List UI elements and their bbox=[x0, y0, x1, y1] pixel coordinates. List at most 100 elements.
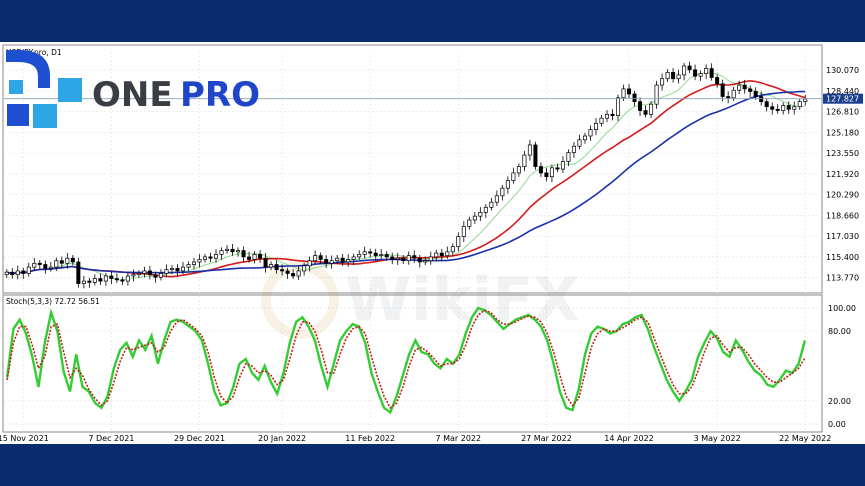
candle-body bbox=[21, 270, 26, 274]
candle-body bbox=[461, 226, 466, 237]
candle-body bbox=[764, 101, 769, 108]
moving-average-line bbox=[6, 90, 806, 275]
chart-area: WikiFX 127.827 130.070 128.440 126.810 125.… bbox=[0, 42, 865, 444]
x-tick-label: 7 Mar 2022 bbox=[435, 434, 481, 443]
candle-body bbox=[357, 254, 362, 258]
logo-text-one: ONE bbox=[92, 75, 173, 115]
candle-body bbox=[500, 187, 505, 197]
candle-body bbox=[208, 256, 213, 259]
top-border-bar bbox=[0, 0, 865, 42]
candle-body bbox=[742, 84, 747, 90]
candle-body bbox=[770, 106, 775, 110]
candle-body bbox=[538, 166, 543, 174]
candle-body bbox=[527, 144, 532, 156]
candle-body bbox=[153, 274, 158, 278]
candle-body bbox=[335, 257, 340, 262]
candle-body bbox=[54, 260, 59, 268]
candle-body bbox=[65, 257, 70, 264]
logo-text-pro: PRO bbox=[180, 75, 260, 115]
candle-body bbox=[505, 180, 510, 189]
candle-body bbox=[92, 278, 97, 283]
candle-body bbox=[32, 262, 37, 268]
candle-body bbox=[786, 105, 791, 110]
candle-body bbox=[191, 261, 196, 265]
candle-body bbox=[180, 266, 185, 272]
candle-body bbox=[26, 266, 31, 274]
candle-body bbox=[186, 264, 191, 268]
candle-body bbox=[15, 270, 20, 276]
onepro-logo: ONE PRO bbox=[6, 50, 260, 128]
candle-body bbox=[252, 254, 257, 260]
candle-body bbox=[792, 106, 797, 110]
candle-body bbox=[346, 259, 351, 263]
candle-body bbox=[291, 273, 296, 277]
candle-body bbox=[98, 278, 103, 282]
price-tick-label: 125.180 bbox=[826, 128, 859, 137]
candle-body bbox=[593, 122, 598, 130]
candle-body bbox=[687, 65, 692, 71]
candlesticks bbox=[4, 61, 808, 289]
candle-body bbox=[610, 114, 615, 116]
watermark: WikiFX bbox=[261, 261, 579, 339]
candle-body bbox=[671, 72, 676, 80]
candle-body bbox=[748, 88, 753, 92]
candle-body bbox=[103, 275, 108, 282]
candle-body bbox=[296, 270, 301, 277]
candle-body bbox=[604, 114, 610, 119]
candle-body bbox=[412, 255, 417, 259]
candle-body bbox=[439, 252, 444, 256]
candle-body bbox=[720, 83, 725, 97]
candle-body bbox=[445, 251, 450, 256]
candle-body bbox=[544, 172, 549, 178]
stoch-panel bbox=[2, 294, 823, 433]
candle-body bbox=[560, 161, 565, 170]
candle-body bbox=[313, 255, 318, 262]
candle-body bbox=[571, 145, 576, 153]
price-tick-label: 126.810 bbox=[826, 108, 859, 117]
candle-body bbox=[775, 108, 780, 111]
candle-body bbox=[737, 84, 742, 91]
candle-body bbox=[638, 101, 643, 111]
candle-body bbox=[368, 251, 373, 254]
candle-body bbox=[709, 68, 714, 78]
candle-body bbox=[401, 257, 406, 262]
candle-body bbox=[599, 117, 604, 124]
candle-body bbox=[164, 269, 169, 274]
logo-square-icon bbox=[9, 80, 23, 94]
moving-average-line bbox=[6, 71, 806, 281]
candle-body bbox=[467, 219, 472, 227]
price-tick-label: 130.070 bbox=[826, 66, 859, 75]
candle-body bbox=[627, 88, 632, 95]
price-tick-label: 117.030 bbox=[826, 232, 859, 241]
candle-body bbox=[4, 271, 9, 276]
x-tick-label: 7 Dec 2021 bbox=[88, 434, 134, 443]
candle-body bbox=[676, 74, 681, 80]
candle-body bbox=[665, 72, 670, 80]
candle-body bbox=[489, 201, 494, 208]
candle-body bbox=[225, 248, 230, 251]
candle-body bbox=[142, 270, 147, 274]
candle-body bbox=[125, 275, 130, 282]
stoch-signal-line bbox=[6, 309, 806, 409]
candle-body bbox=[731, 89, 736, 99]
candle-body bbox=[423, 260, 428, 263]
candle-body bbox=[406, 255, 411, 262]
candle-body bbox=[236, 250, 241, 253]
stoch-tick-label: 20.00 bbox=[828, 397, 851, 406]
candle-body bbox=[324, 259, 329, 264]
price-tick-label: 123.550 bbox=[826, 149, 859, 158]
candle-body bbox=[456, 236, 461, 248]
candle-body bbox=[781, 105, 786, 111]
candle-body bbox=[632, 93, 637, 102]
candle-body bbox=[649, 103, 654, 115]
candle-body bbox=[362, 251, 367, 255]
candle-body bbox=[70, 257, 75, 263]
candle-body bbox=[169, 268, 174, 270]
candle-body bbox=[81, 280, 86, 284]
candle-body bbox=[379, 254, 384, 256]
candle-body bbox=[37, 262, 42, 265]
candle-body bbox=[87, 280, 92, 283]
candle-body bbox=[533, 144, 538, 167]
candle-body bbox=[307, 260, 312, 267]
